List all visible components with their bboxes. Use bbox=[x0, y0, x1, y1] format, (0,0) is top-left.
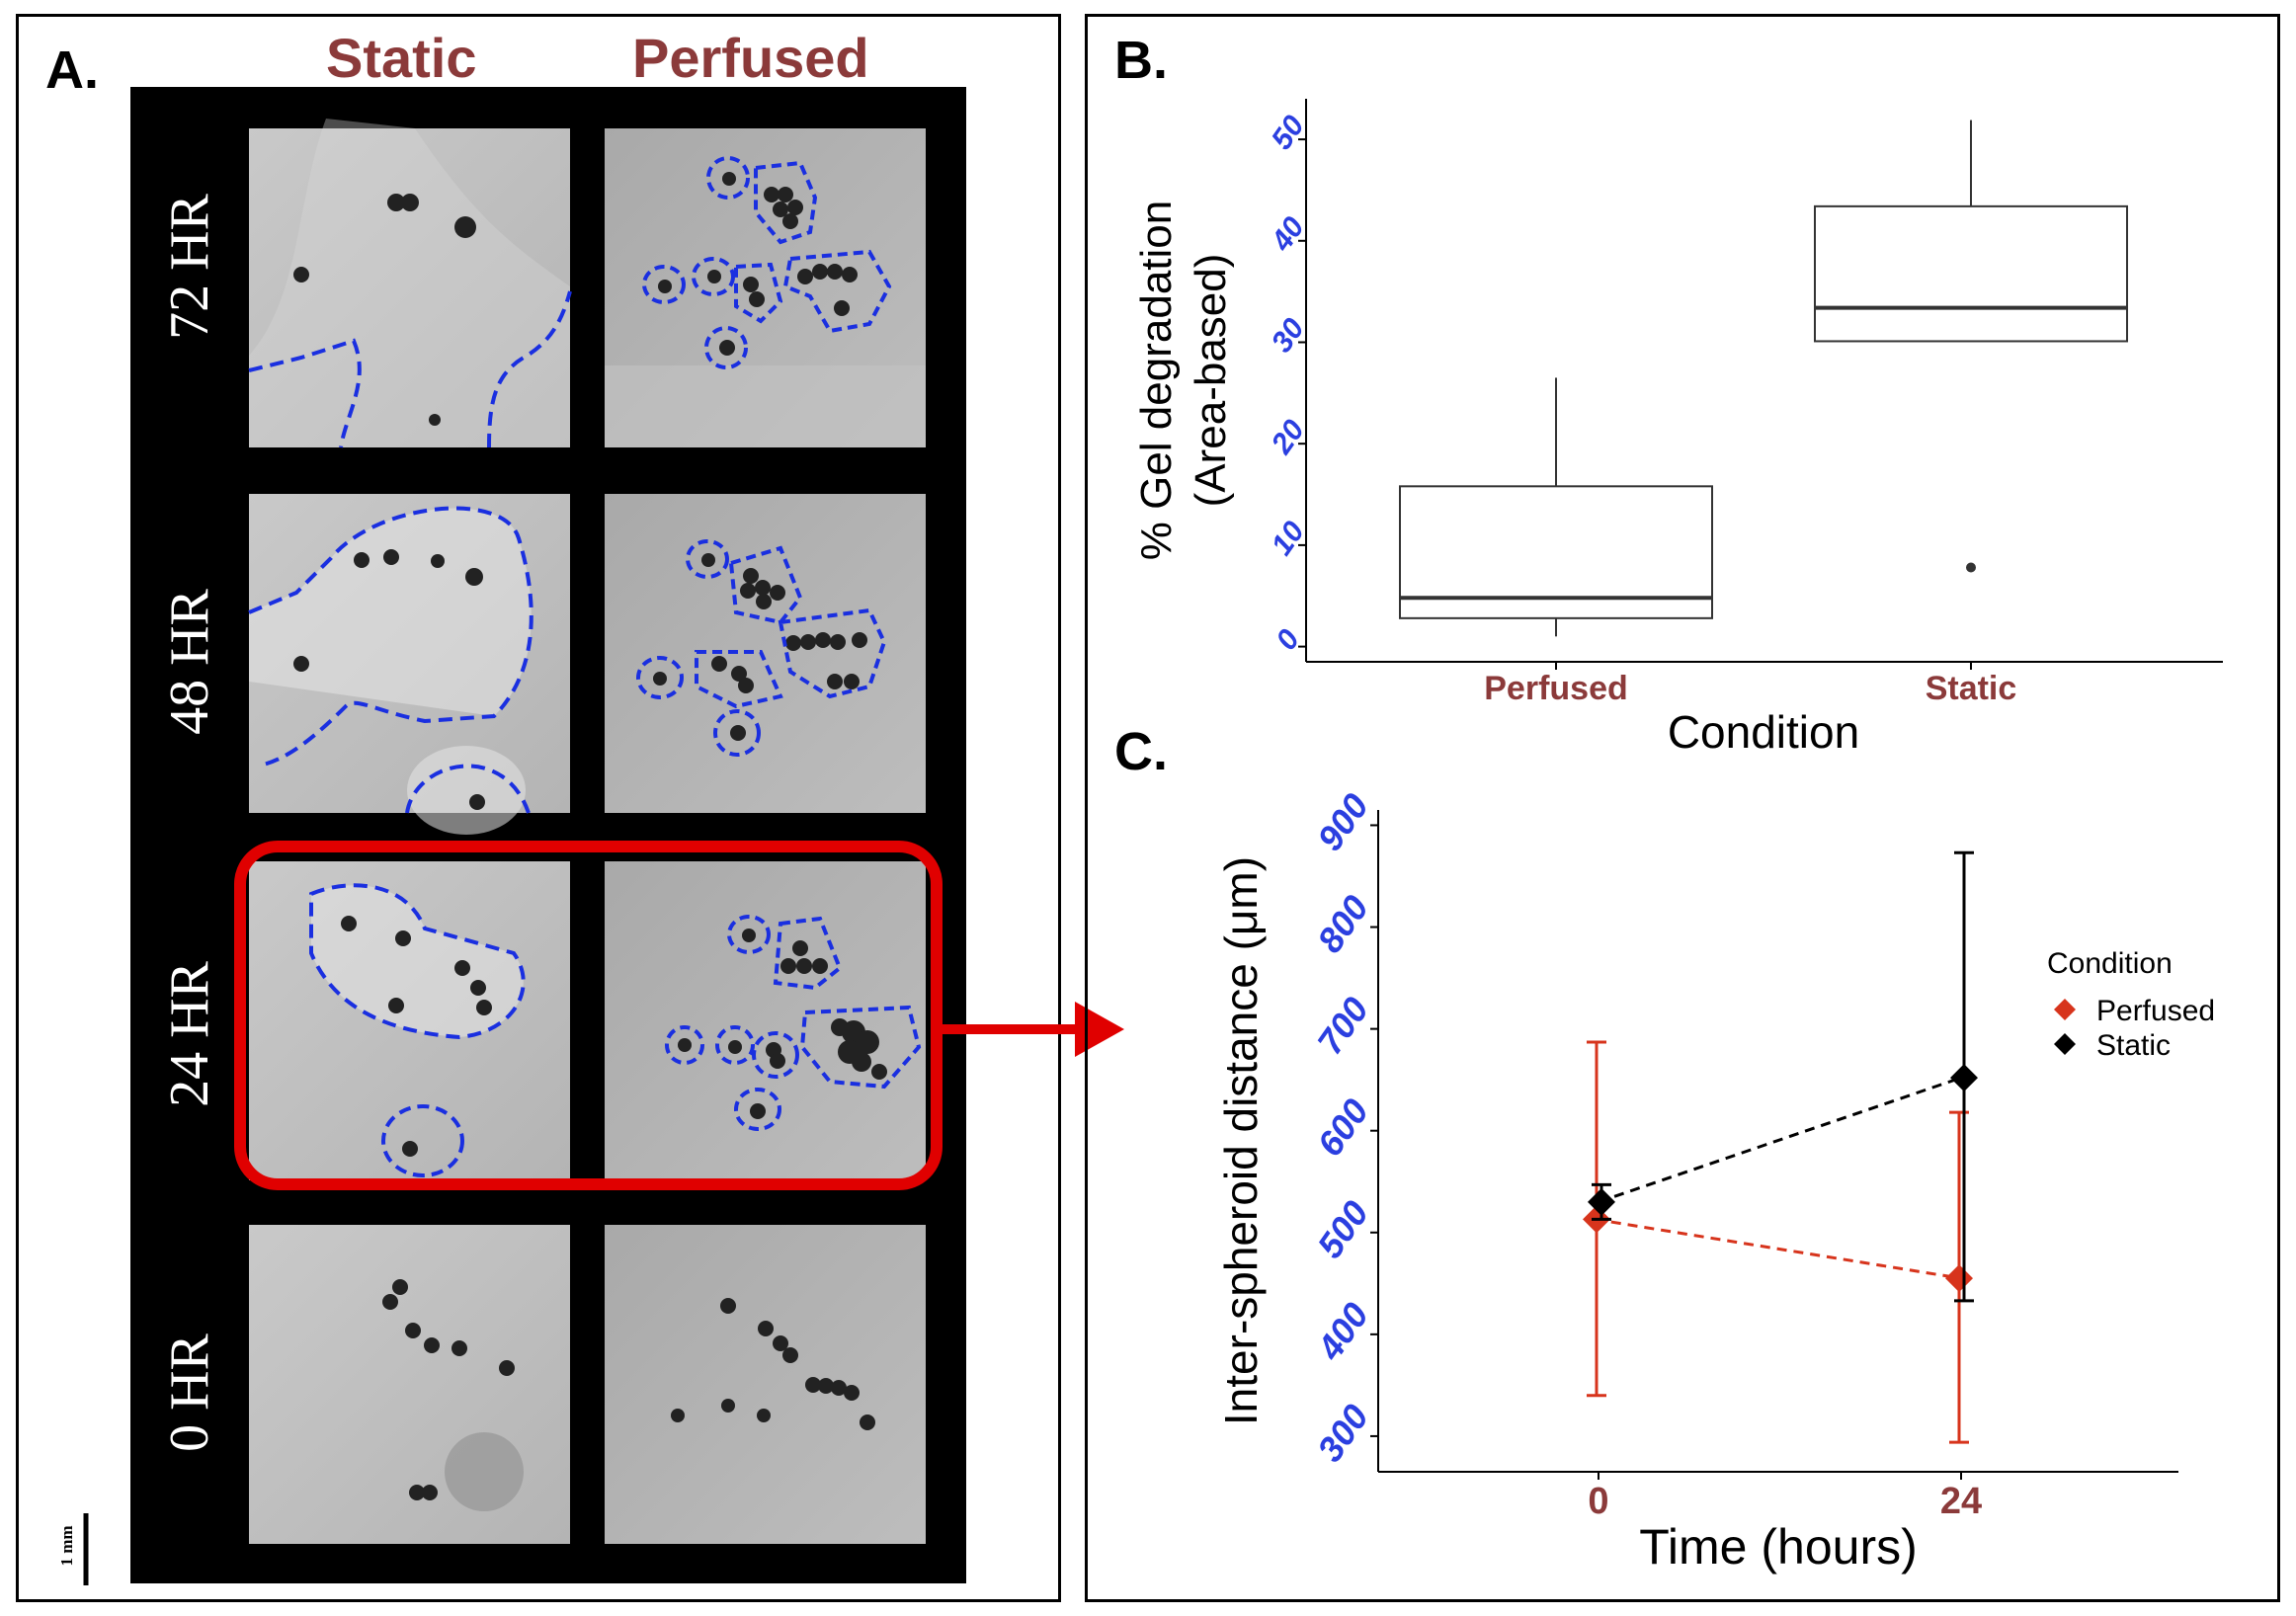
chart-b-x-tick-label: Perfused bbox=[1484, 670, 1628, 707]
micrograph-static-0hr bbox=[249, 1225, 570, 1544]
chart-c-legend-marker bbox=[2054, 999, 2076, 1020]
chart-c-legend-label: Static bbox=[2096, 1029, 2171, 1062]
micrograph-perfused-0hr bbox=[605, 1225, 926, 1544]
chart-c-series-line bbox=[1594, 1217, 1962, 1280]
chart-b-outlier bbox=[1966, 562, 1976, 573]
chart-c-y-tick-label: 400 bbox=[1309, 1295, 1377, 1368]
chart-c-y-tick-label: 600 bbox=[1309, 1091, 1376, 1164]
chart-c-y-tick-label: 300 bbox=[1309, 1397, 1376, 1469]
chart-c-x-label: Time (hours) bbox=[1639, 1519, 1918, 1575]
chart-c-y-tick-label: 900 bbox=[1309, 786, 1376, 858]
chart-c-data-point bbox=[1950, 1064, 1978, 1092]
chart-b-box bbox=[1814, 204, 2128, 343]
chart-b-x-tick-label: Static bbox=[1926, 670, 2017, 707]
chart-c-y-tick-label: 700 bbox=[1309, 990, 1376, 1062]
chart-b-x-label: Condition bbox=[1668, 706, 1859, 758]
micrograph-perfused-48hr bbox=[605, 494, 926, 813]
chart-c-data-point bbox=[1945, 1264, 1973, 1293]
micrograph-static-24hr bbox=[249, 861, 570, 1180]
panel-a-frame bbox=[16, 14, 1061, 1602]
micrograph-perfused-72hr bbox=[605, 128, 926, 447]
chart-b-y-label-line2: (Area-based) bbox=[1187, 254, 1235, 508]
chart-c-data-point bbox=[1588, 1187, 1615, 1216]
panel-b-letter: B. bbox=[1114, 31, 1168, 90]
chart-c-legend-marker bbox=[2054, 1033, 2076, 1055]
chart-c-y-label: Inter-spheroid distance (μm) bbox=[1215, 856, 1267, 1425]
chart-c-x-tick-label: 24 bbox=[1940, 1481, 1982, 1522]
panel-c-letter: C. bbox=[1114, 722, 1168, 781]
chart-c-x-tick-label: 0 bbox=[1588, 1481, 1608, 1522]
chart-c-legend-label: Perfused bbox=[2096, 995, 2215, 1027]
chart-c-legend-title: Condition bbox=[2047, 947, 2173, 980]
chart-b-y-label-line1: % Gel degradation bbox=[1132, 201, 1181, 560]
panel-bc-frame bbox=[1085, 14, 2280, 1602]
chart-c-series-line bbox=[1598, 1076, 1962, 1204]
micrograph-static-48hr bbox=[248, 494, 570, 835]
highlight-box-24hr bbox=[234, 841, 943, 1190]
chart-c-y-tick-label: 500 bbox=[1309, 1193, 1376, 1265]
column-header-perfused: Perfused bbox=[632, 27, 869, 89]
micrograph-static-72hr bbox=[248, 119, 572, 448]
micrograph-perfused-24hr bbox=[605, 861, 926, 1180]
column-header-static: Static bbox=[326, 27, 477, 89]
chart-c-y-tick-label: 800 bbox=[1309, 888, 1376, 960]
panel-a-letter: A. bbox=[45, 40, 99, 100]
